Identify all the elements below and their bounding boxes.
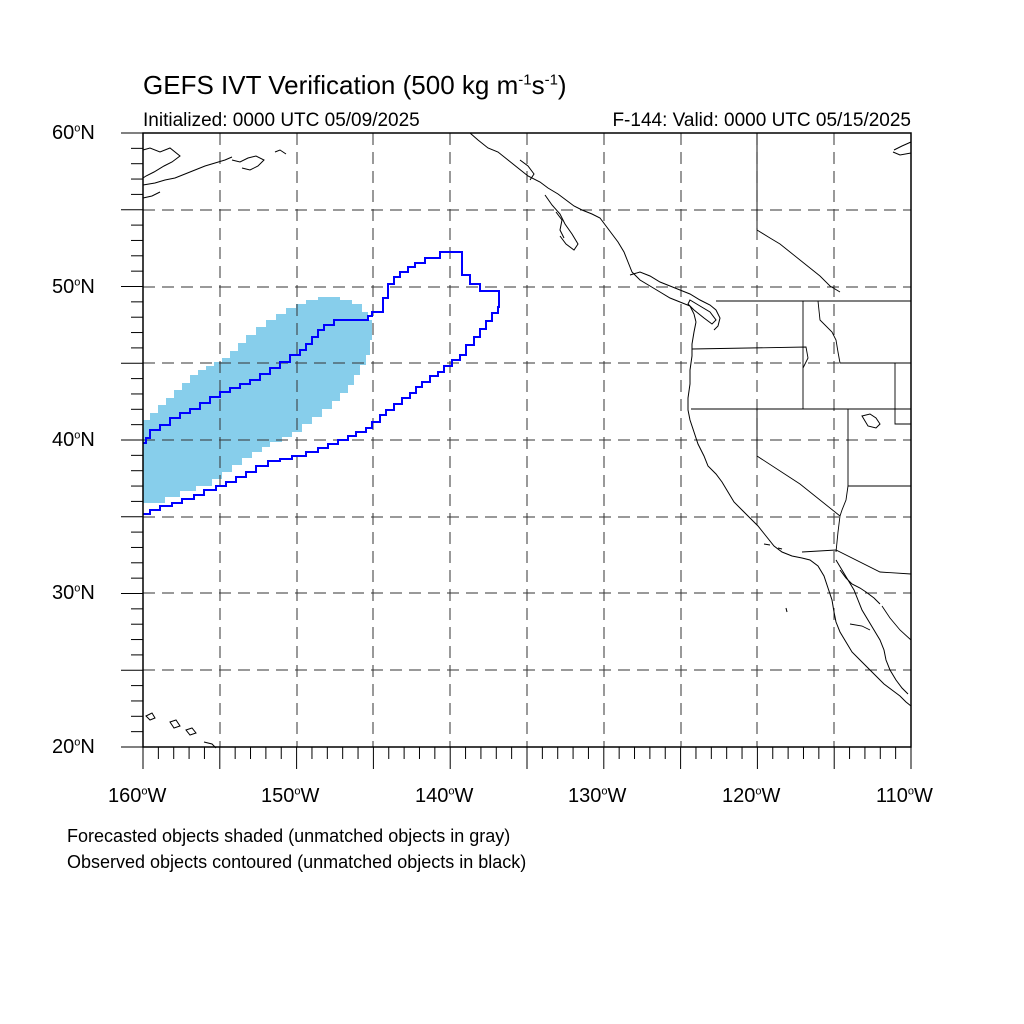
lon-label-130w: 130oW <box>568 785 627 807</box>
lat-label-40: 40oN <box>52 429 95 451</box>
axis-ticks <box>121 132 912 769</box>
lat-label-50: 50oN <box>52 276 95 298</box>
graticule <box>143 133 911 747</box>
observed-object-contour <box>143 251 500 515</box>
coastlines <box>142 132 912 749</box>
lat-label-20: 20oN <box>52 736 95 758</box>
political-boundaries <box>691 133 912 641</box>
forecast-legend-note: Forecasted objects shaded (unmatched obj… <box>67 826 511 846</box>
observed-legend-note: Observed objects contoured (unmatched ob… <box>67 852 527 872</box>
map-title: GEFS IVT Verification (500 kg m-1s-1) <box>143 70 567 100</box>
lat-label-60: 60oN <box>52 122 95 144</box>
lon-label-110w: 110oW <box>876 785 933 807</box>
lon-label-160w: 160oW <box>108 785 167 807</box>
lon-label-140w: 140oW <box>415 785 474 807</box>
forecast-object-shaded <box>143 297 372 503</box>
lon-label-150w: 150oW <box>261 785 320 807</box>
lon-label-120w: 120oW <box>722 785 781 807</box>
init-time-label: Initialized: 0000 UTC 05/09/2025 <box>143 110 420 131</box>
lat-label-30: 30oN <box>52 582 95 604</box>
valid-time-label: F-144: Valid: 0000 UTC 05/15/2025 <box>612 110 911 131</box>
plot-frame <box>142 132 912 748</box>
